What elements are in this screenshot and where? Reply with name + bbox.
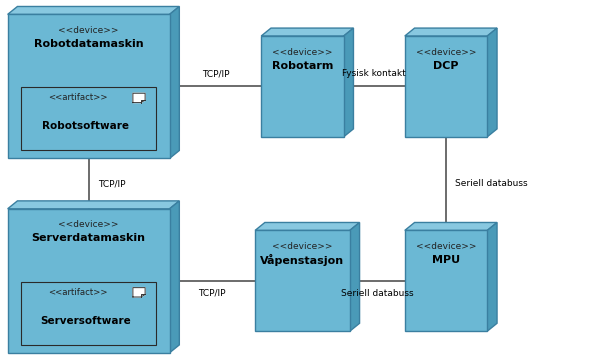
Text: Fysisk kontakt: Fysisk kontakt — [342, 69, 406, 78]
Polygon shape — [133, 288, 145, 297]
FancyBboxPatch shape — [21, 87, 156, 150]
Polygon shape — [343, 28, 353, 137]
Text: TCP/IP: TCP/IP — [199, 289, 226, 298]
Polygon shape — [133, 93, 145, 103]
Text: <<device>>: <<device>> — [272, 242, 333, 251]
Polygon shape — [404, 28, 497, 36]
Text: TCP/IP: TCP/IP — [98, 179, 125, 188]
Polygon shape — [262, 28, 353, 36]
FancyBboxPatch shape — [404, 230, 488, 331]
Text: Robotarm: Robotarm — [272, 60, 333, 71]
Text: Serversoftware: Serversoftware — [40, 316, 131, 326]
Text: <<artifact>>: <<artifact>> — [48, 288, 108, 297]
Text: <<device>>: <<device>> — [272, 48, 333, 57]
Text: Seriell databuss: Seriell databuss — [455, 179, 528, 188]
Polygon shape — [7, 6, 180, 14]
Polygon shape — [349, 222, 359, 331]
Polygon shape — [7, 201, 180, 209]
Text: MPU: MPU — [432, 255, 460, 265]
Text: Robotsoftware: Robotsoftware — [42, 121, 129, 131]
Polygon shape — [488, 28, 497, 137]
Text: TCP/IP: TCP/IP — [202, 69, 229, 78]
Text: Seriell databuss: Seriell databuss — [341, 289, 414, 298]
Text: <<device>>: <<device>> — [415, 242, 477, 251]
Text: <<device>>: <<device>> — [58, 26, 119, 35]
Polygon shape — [404, 222, 497, 230]
Text: Robotdatamaskin: Robotdatamaskin — [34, 39, 144, 49]
FancyBboxPatch shape — [404, 36, 488, 137]
FancyBboxPatch shape — [21, 282, 156, 345]
FancyBboxPatch shape — [255, 230, 349, 331]
Polygon shape — [488, 222, 497, 331]
Text: <<device>>: <<device>> — [415, 48, 477, 57]
FancyBboxPatch shape — [262, 36, 343, 137]
FancyBboxPatch shape — [7, 14, 169, 158]
Polygon shape — [169, 201, 180, 353]
FancyBboxPatch shape — [7, 209, 169, 353]
Text: <<artifact>>: <<artifact>> — [48, 93, 108, 102]
Text: DCP: DCP — [433, 60, 459, 71]
Text: Serverdatamaskin: Serverdatamaskin — [32, 233, 145, 243]
Text: <<device>>: <<device>> — [58, 220, 119, 230]
Polygon shape — [169, 6, 180, 158]
Polygon shape — [255, 222, 359, 230]
Text: Våpenstasjon: Våpenstasjon — [260, 254, 345, 266]
